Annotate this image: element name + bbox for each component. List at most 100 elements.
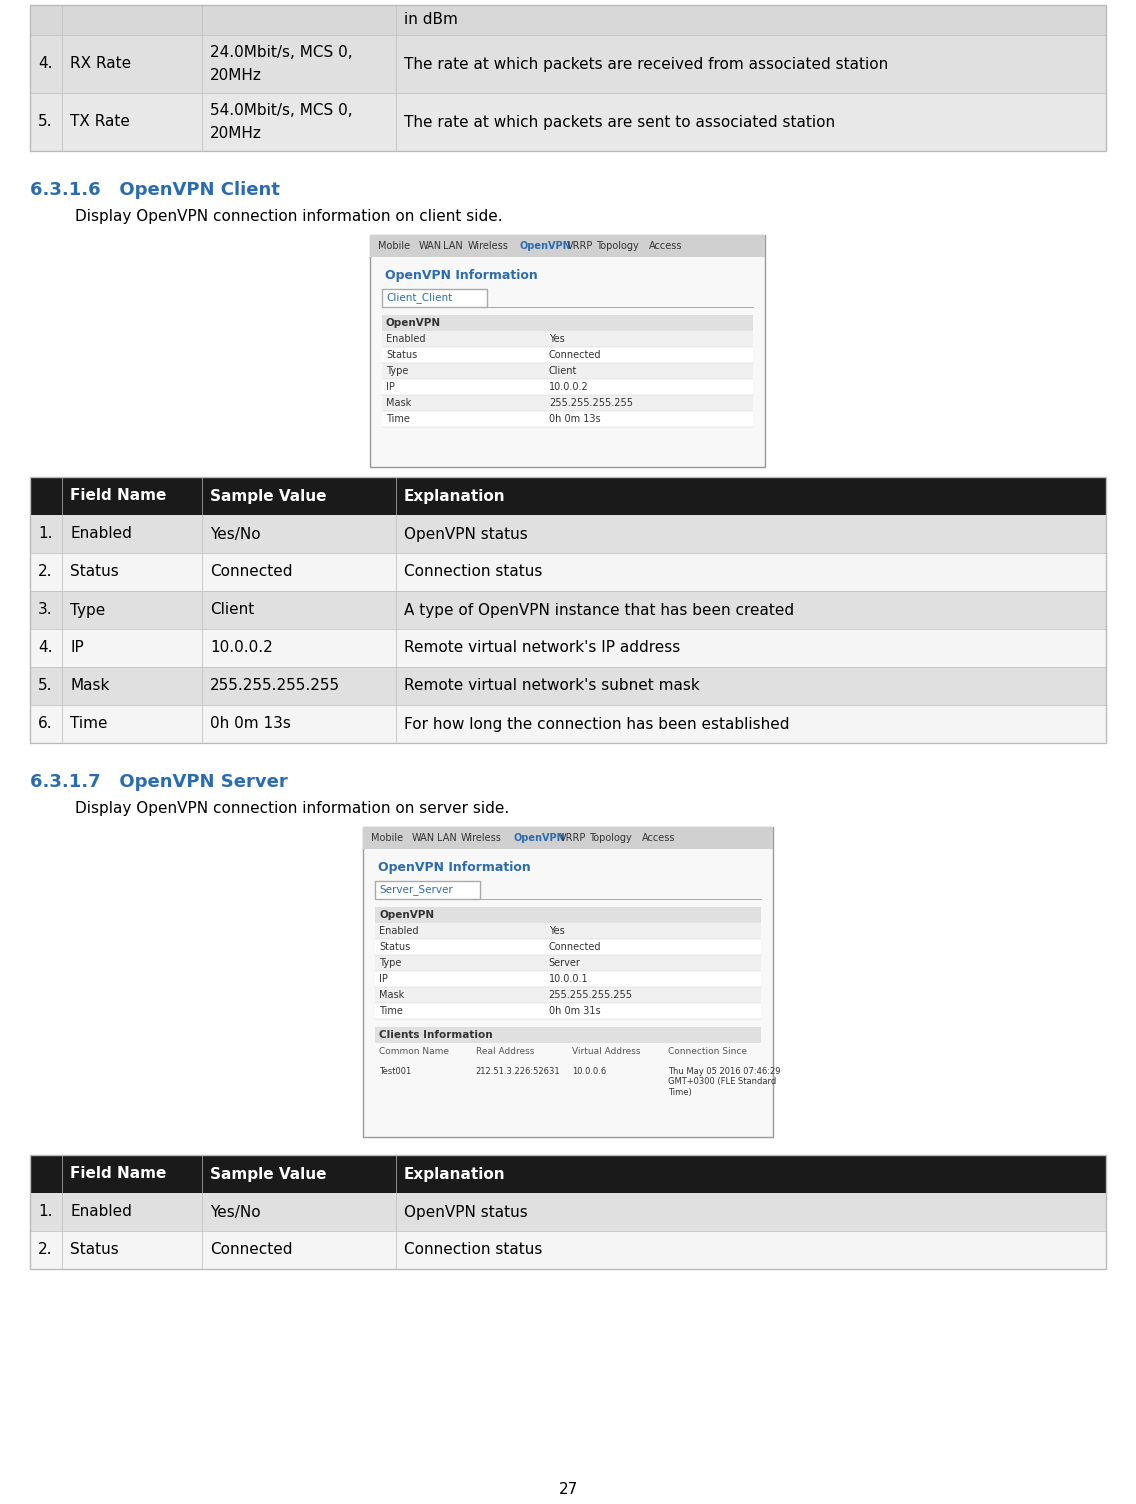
Text: Client: Client	[549, 365, 577, 376]
Bar	[30, 35, 1106, 93]
Bar	[30, 553, 1106, 591]
Text: Mask: Mask	[70, 678, 110, 693]
Bar	[30, 1155, 1106, 1193]
Text: VRRP: VRRP	[567, 241, 593, 251]
Text: Remote virtual network's IP address: Remote virtual network's IP address	[403, 641, 680, 656]
Bar	[30, 5, 1106, 150]
Bar	[382, 379, 753, 396]
Text: Enabled: Enabled	[70, 526, 132, 541]
Text: 4.: 4.	[37, 57, 52, 72]
Text: Connected: Connected	[210, 564, 293, 579]
Text: 10.0.0.1: 10.0.0.1	[549, 975, 588, 984]
Text: Connected: Connected	[549, 942, 601, 952]
Text: 27: 27	[559, 1483, 577, 1498]
Text: 10.0.0.6: 10.0.0.6	[573, 1066, 607, 1075]
Text: A type of OpenVPN instance that has been created: A type of OpenVPN instance that has been…	[403, 603, 794, 618]
Text: 0h 0m 13s: 0h 0m 13s	[549, 414, 601, 424]
Text: 255.255.255.255: 255.255.255.255	[549, 990, 633, 1000]
Text: For how long the connection has been established: For how long the connection has been est…	[403, 716, 790, 731]
Text: Thu May 05 2016 07:46:29
GMT+0300 (FLE Standard
Time): Thu May 05 2016 07:46:29 GMT+0300 (FLE S…	[668, 1066, 782, 1096]
Text: OpenVPN status: OpenVPN status	[403, 1205, 527, 1220]
Text: Status: Status	[379, 942, 410, 952]
Text: OpenVPN Information: OpenVPN Information	[378, 860, 531, 874]
Text: Yes/No: Yes/No	[210, 1205, 261, 1220]
Text: 20MHz: 20MHz	[210, 126, 262, 141]
Text: IP: IP	[70, 641, 84, 656]
Text: Sample Value: Sample Value	[210, 1167, 327, 1182]
Text: WAN: WAN	[419, 241, 442, 251]
Text: 255.255.255.255: 255.255.255.255	[549, 399, 633, 408]
Text: 0h 0m 13s: 0h 0m 13s	[210, 716, 291, 731]
Text: Connection Since: Connection Since	[668, 1047, 747, 1056]
Bar	[370, 235, 765, 468]
Text: Enabled: Enabled	[70, 1205, 132, 1220]
Text: 5.: 5.	[37, 114, 52, 129]
Text: Yes: Yes	[549, 926, 565, 935]
Bar	[375, 955, 761, 972]
Bar	[375, 907, 761, 923]
Text: Explanation: Explanation	[403, 489, 506, 504]
Bar	[30, 477, 1106, 514]
Text: Server: Server	[549, 958, 580, 969]
Text: 0h 0m 31s: 0h 0m 31s	[549, 1006, 600, 1017]
Text: 10.0.0.2: 10.0.0.2	[549, 382, 588, 393]
Text: Mobile: Mobile	[371, 833, 403, 844]
Text: 54.0Mbit/s, MCS 0,: 54.0Mbit/s, MCS 0,	[210, 102, 353, 117]
Text: Wireless: Wireless	[461, 833, 502, 844]
Text: Mask: Mask	[386, 399, 411, 408]
Bar	[382, 396, 753, 411]
Text: Yes/No: Yes/No	[210, 526, 261, 541]
Bar	[364, 827, 772, 848]
Text: Enabled: Enabled	[379, 926, 418, 935]
Text: Status: Status	[70, 1242, 119, 1257]
Text: 255.255.255.255: 255.255.255.255	[210, 678, 341, 693]
Text: 10.0.0.2: 10.0.0.2	[210, 641, 273, 656]
Text: 3.: 3.	[37, 603, 52, 618]
Bar	[382, 362, 753, 379]
Text: Enabled: Enabled	[386, 334, 426, 344]
Text: Mask: Mask	[379, 990, 404, 1000]
Text: Status: Status	[386, 350, 417, 359]
Text: 4.: 4.	[37, 641, 52, 656]
Text: OpenVPN status: OpenVPN status	[403, 526, 527, 541]
Bar	[30, 1155, 1106, 1269]
Text: Connection status: Connection status	[403, 564, 542, 579]
Bar	[30, 93, 1106, 150]
Text: 2.: 2.	[37, 564, 52, 579]
Bar	[30, 629, 1106, 666]
Text: WAN: WAN	[412, 833, 435, 844]
Text: Real Address: Real Address	[476, 1047, 534, 1056]
Text: Explanation: Explanation	[403, 1167, 506, 1182]
Bar	[382, 347, 753, 362]
Text: Wireless: Wireless	[468, 241, 509, 251]
Bar	[375, 1003, 761, 1020]
Text: Test001: Test001	[379, 1066, 411, 1075]
Bar	[30, 705, 1106, 743]
Bar	[382, 289, 487, 307]
Text: LAN: LAN	[443, 241, 463, 251]
Text: Client_Client: Client_Client	[386, 293, 452, 304]
Text: Display OpenVPN connection information on server side.: Display OpenVPN connection information o…	[75, 802, 509, 817]
Text: OpenVPN: OpenVPN	[513, 833, 565, 844]
Text: Server_Server: Server_Server	[379, 884, 453, 895]
Bar	[30, 591, 1106, 629]
Text: Clients Information: Clients Information	[379, 1030, 493, 1039]
Bar	[375, 987, 761, 1003]
Bar	[30, 5, 1106, 35]
Text: Remote virtual network's subnet mask: Remote virtual network's subnet mask	[403, 678, 700, 693]
Text: The rate at which packets are sent to associated station: The rate at which packets are sent to as…	[403, 114, 835, 129]
Text: Type: Type	[386, 365, 408, 376]
Bar	[375, 972, 761, 987]
Text: Time: Time	[70, 716, 108, 731]
Bar	[382, 314, 753, 331]
Text: 1.: 1.	[37, 526, 52, 541]
Bar	[30, 477, 1106, 743]
Text: Type: Type	[70, 603, 106, 618]
Text: Access: Access	[649, 241, 682, 251]
Text: OpenVPN: OpenVPN	[520, 241, 571, 251]
Text: Access: Access	[642, 833, 675, 844]
Bar	[30, 666, 1106, 705]
Text: OpenVPN Information: OpenVPN Information	[385, 269, 537, 281]
Text: 20MHz: 20MHz	[210, 68, 262, 83]
Text: Time: Time	[386, 414, 410, 424]
